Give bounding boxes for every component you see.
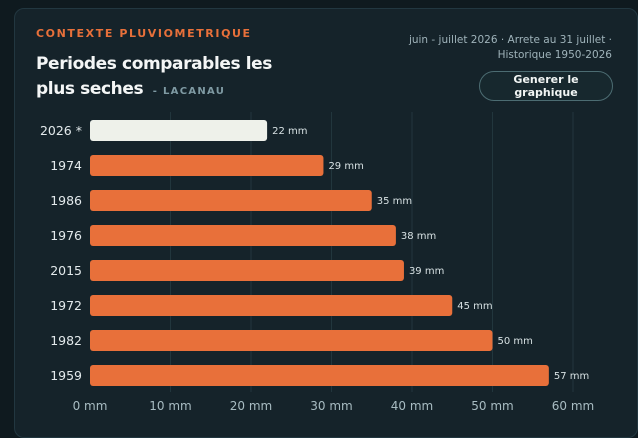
category-label: 1982 [50,333,82,348]
bar [90,120,268,141]
chart-title: Periodes comparables les plus seches - L… [36,52,306,104]
location-label: - LACANAU [152,86,226,97]
category-label: 1959 [50,368,82,383]
x-tick-label: 60 mm [552,399,594,413]
category-label: 2015 [50,263,82,278]
category-label: 1972 [50,298,82,313]
bar-value-label: 45 mm [457,301,492,312]
generate-chart-button[interactable]: Generer le graphique [479,71,613,101]
bar [90,330,493,351]
category-label: 1974 [50,158,82,173]
bar-value-label: 35 mm [377,196,412,207]
x-tick-label: 40 mm [391,399,433,413]
bar-value-label: 22 mm [272,126,307,137]
period-meta: juin - juillet 2026 · Arrete au 31 juill… [408,34,612,61]
x-tick-label: 20 mm [230,399,272,413]
category-label: 1986 [50,193,82,208]
bar-value-label: 57 mm [554,371,589,382]
bar [90,365,549,386]
bar [90,225,396,246]
category-label: 2026 * [40,123,82,138]
x-tick-label: 10 mm [149,399,191,413]
section-eyebrow: CONTEXTE PLUVIOMETRIQUE [36,27,252,40]
category-label: 1976 [50,228,82,243]
bar [90,295,453,316]
bar-value-label: 29 mm [328,161,363,172]
bar [90,260,404,281]
x-tick-label: 50 mm [471,399,513,413]
bar-value-label: 39 mm [409,266,444,277]
bar [90,155,324,176]
bar-value-label: 50 mm [498,336,533,347]
bar-chart: 0 mm 10 mm 20 mm 30 mm 40 mm 50 mm 60 mm 2026 *… [40,112,594,413]
chart-title-text: Periodes comparables les plus seches [36,54,273,99]
x-tick-label: 30 mm [310,399,352,413]
bar-value-label: 38 mm [401,231,436,242]
bar [90,190,372,211]
x-tick-label: 0 mm [73,399,108,413]
